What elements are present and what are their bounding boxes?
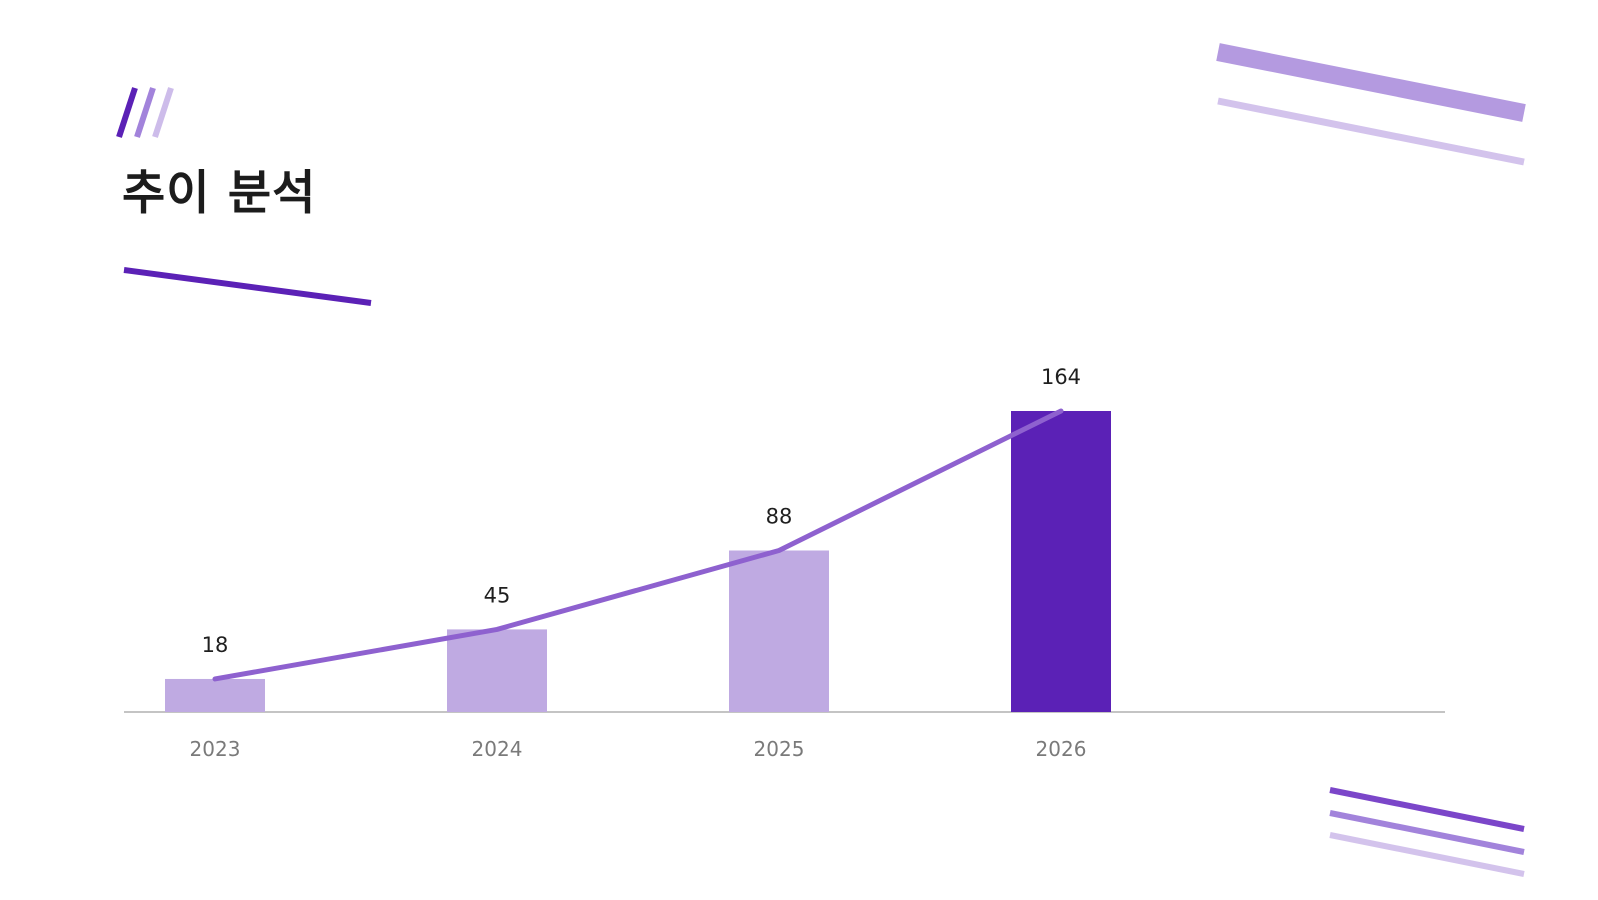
slash-mark-2 (134, 87, 156, 138)
slash-mark-3 (152, 87, 174, 138)
x-tick-label-2025: 2025 (754, 737, 805, 761)
data-label-2023: 18 (202, 633, 229, 657)
x-tick-label-2023: 2023 (190, 737, 241, 761)
title-underline (123, 267, 372, 306)
x-tick-label-2026: 2026 (1036, 737, 1087, 761)
labels-group: 18 2023 45 2024 88 2025 164 2026 (190, 365, 1087, 761)
bars-group (165, 411, 1111, 712)
x-tick-label-2024: 2024 (472, 737, 523, 761)
corner-line-mid (1329, 810, 1525, 855)
corner-line-dark (1329, 787, 1525, 832)
bar-2023 (165, 678, 265, 712)
corner-band-thin (1217, 97, 1525, 166)
slash-mark-1 (116, 87, 138, 138)
data-label-2025: 88 (766, 504, 793, 528)
corner-band-thick (1216, 43, 1526, 122)
bar-2024 (447, 629, 547, 712)
bar-2025 (729, 550, 829, 712)
corner-line-light (1329, 832, 1525, 877)
bar-2026 (1011, 411, 1111, 712)
data-label-2026: 164 (1041, 365, 1081, 389)
trend-line (212, 408, 1064, 682)
data-label-2024: 45 (484, 583, 511, 607)
page-title: 추이 분석 (122, 166, 317, 221)
